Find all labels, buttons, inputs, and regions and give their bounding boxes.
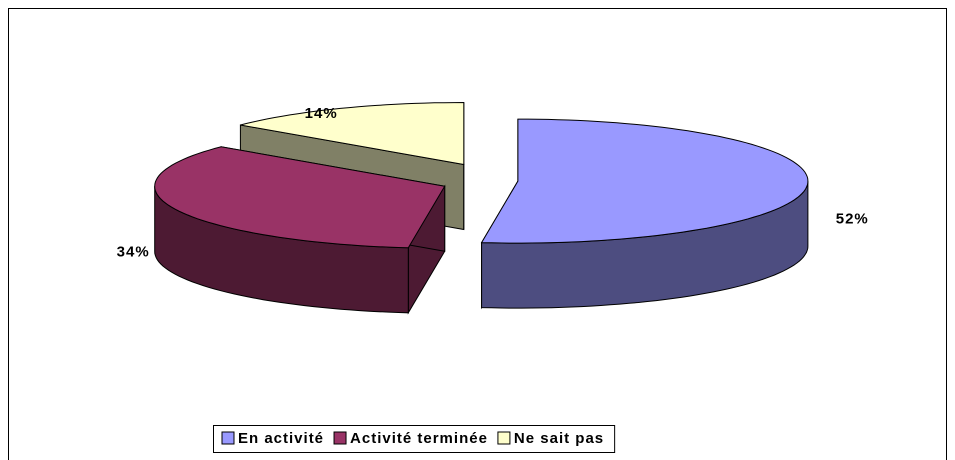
legend-box [213,425,616,453]
slice [154,146,446,315]
legend-label: Ne sait pas [514,430,604,447]
slice-top [480,118,809,244]
slice-top [154,146,446,249]
legend-swatch [221,431,235,445]
legend-label: Activité terminée [350,430,488,447]
pie: 14% 52% 34% [117,101,869,315]
legend: En activité Activité terminée Ne sait pas [213,425,616,453]
legend-label: En activité [238,430,324,447]
legend-swatch [333,431,347,445]
data-label: 14% [305,105,338,122]
slice [480,118,809,310]
legend-swatch [497,431,511,445]
data-label: 52% [836,210,869,227]
slice-top [240,101,465,166]
data-label: 34% [117,244,150,261]
